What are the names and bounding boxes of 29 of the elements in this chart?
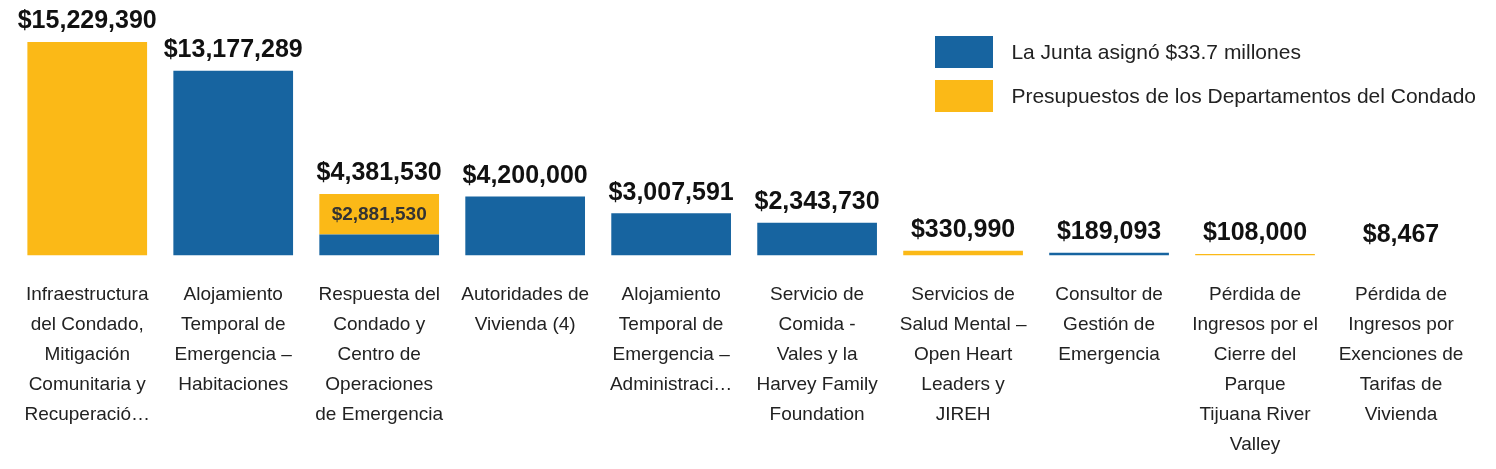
total-label: $3,007,591 <box>608 176 734 205</box>
bar <box>757 222 877 256</box>
x-tick-label: Respuesta del Condado y Centro de Operaciones de Emergencia <box>315 282 444 424</box>
legend-label: La Junta asignó $33.7 millones <box>1011 40 1301 64</box>
bar <box>465 196 586 256</box>
x-tick-label: Pérdida de Ingresos por Exenciones de Tarifas de Vivienda <box>1338 282 1464 424</box>
bar <box>27 42 148 256</box>
total-label: $13,177,289 <box>163 34 303 63</box>
total-label: $4,381,530 <box>316 157 442 186</box>
total-label: $189,093 <box>1056 216 1162 245</box>
x-tick-label: Servicio de Comida - Vales y la Harvey Family Foundation <box>756 282 879 424</box>
bar <box>319 234 440 256</box>
total-label: $8,467 <box>1362 218 1440 247</box>
x-tick-label: Consultor de Gestión de Emergencia <box>1055 282 1163 364</box>
legend-label: Presupuestos de los Departamentos del Condado <box>1011 84 1476 108</box>
x-tick-label: Servicios de Salud Mental – Open Heart Leaders y JIREH <box>899 282 1027 424</box>
x-tick-label: Autoridades de Vivienda (4) <box>461 282 590 334</box>
bar <box>173 70 294 256</box>
x-tick-label: Infraestructura del Condado, Mitigación Comunitaria y Recuperació… <box>24 282 151 424</box>
total-label: $108,000 <box>1202 217 1308 246</box>
total-label: $2,343,730 <box>754 186 880 215</box>
x-tick-label: Alojamiento Temporal de Emergencia – Habitaciones <box>174 282 293 394</box>
total-label: $4,200,000 <box>462 160 588 189</box>
bar <box>611 213 731 256</box>
data-label: $2,881,530 <box>331 202 427 224</box>
total-label: $15,229,390 <box>17 5 157 34</box>
total-label: $330,990 <box>910 214 1016 243</box>
x-tick-label: Pérdida de Ingresos por el Cierre del Parque Tijuana River Valley <box>1192 282 1318 454</box>
x-tick-label: Alojamiento Temporal de Emergencia – Administraci… <box>609 282 733 394</box>
